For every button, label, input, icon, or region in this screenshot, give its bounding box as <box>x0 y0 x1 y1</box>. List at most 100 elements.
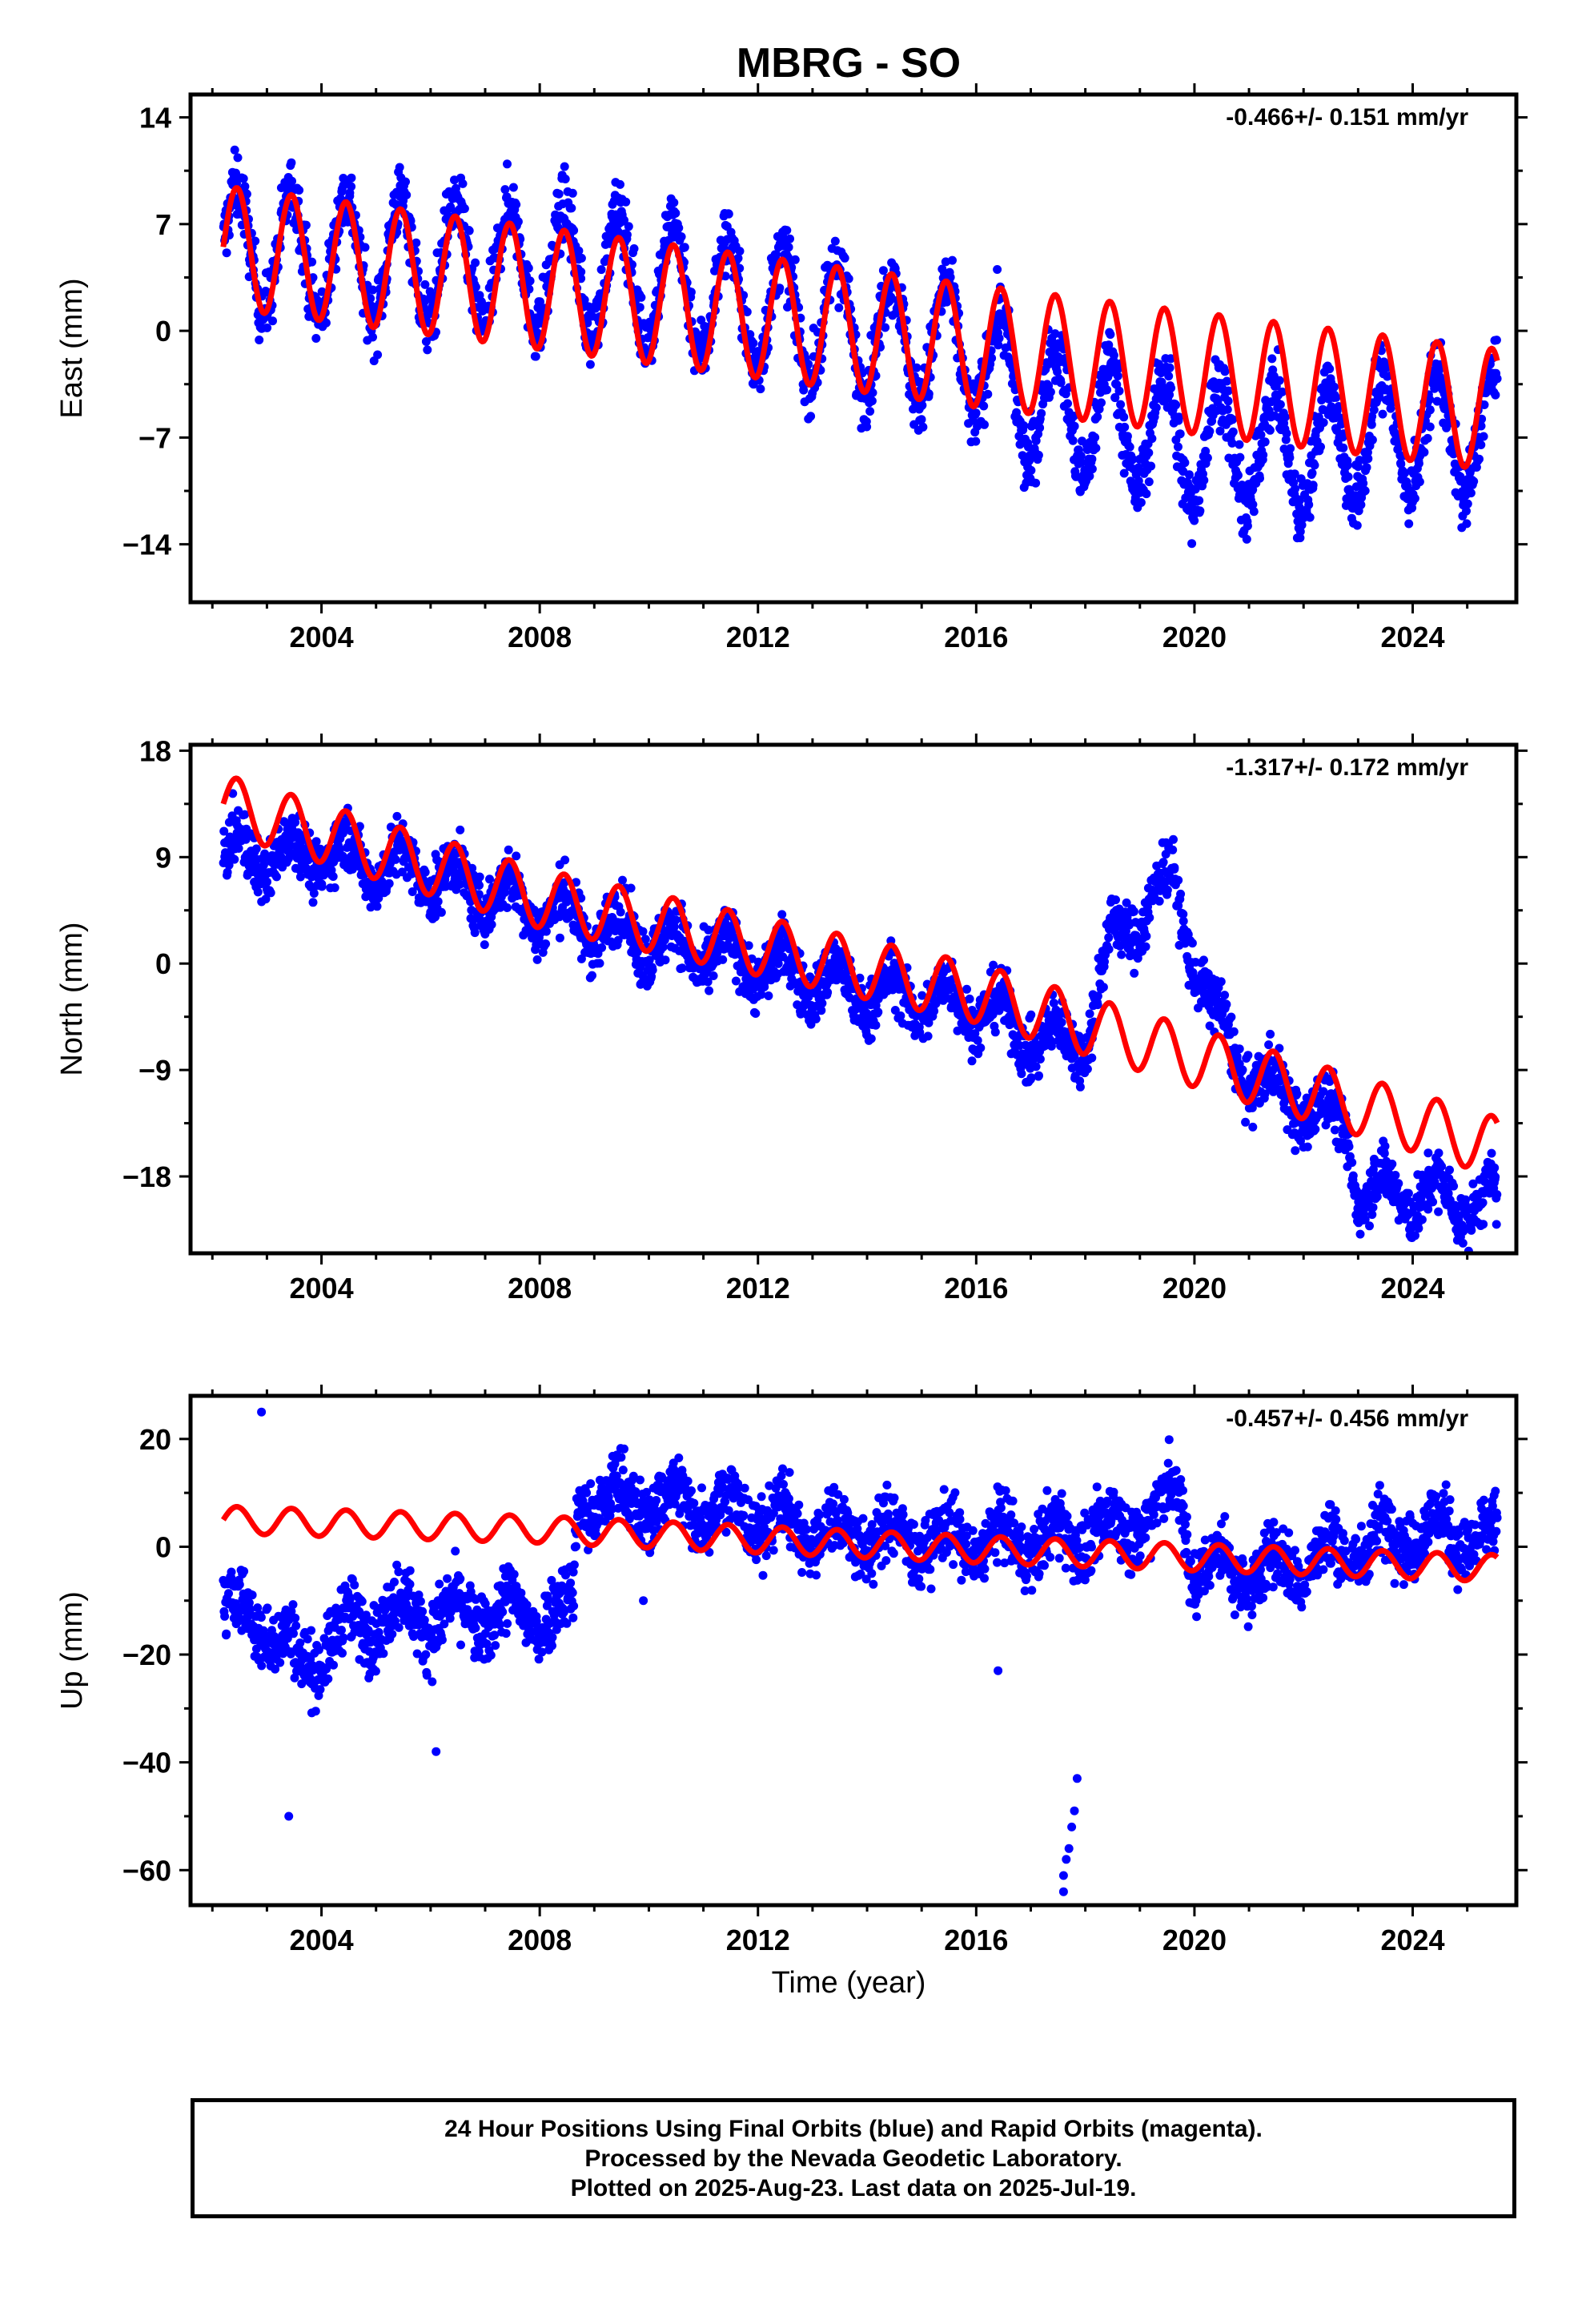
data-point <box>1339 443 1348 452</box>
data-point <box>862 422 872 432</box>
data-point <box>309 889 319 898</box>
y-tick-label: −7 <box>139 421 171 454</box>
data-point <box>782 226 792 235</box>
data-point <box>948 255 957 265</box>
data-point <box>1187 939 1197 948</box>
data-point <box>1400 468 1410 477</box>
data-point <box>1343 472 1353 481</box>
data-point <box>616 907 625 917</box>
data-point <box>1423 433 1432 443</box>
data-point <box>395 163 404 172</box>
data-point <box>330 883 339 892</box>
x-tick-label: 2020 <box>1162 621 1227 653</box>
data-point <box>1396 460 1406 468</box>
data-point <box>1241 1117 1251 1127</box>
data-point <box>1243 1051 1253 1060</box>
data-point <box>1144 448 1154 457</box>
data-point <box>1104 933 1114 943</box>
data-point <box>1087 454 1097 464</box>
data-point <box>1114 386 1124 396</box>
chart-title: MBRG - SO <box>737 40 961 86</box>
data-point <box>1190 516 1199 525</box>
data-point <box>1090 432 1100 442</box>
data-point <box>1142 931 1151 941</box>
data-point <box>1476 440 1486 449</box>
data-point <box>1147 434 1157 444</box>
data-point <box>799 385 809 395</box>
data-point <box>704 925 713 935</box>
data-point <box>1220 367 1230 376</box>
data-point <box>560 175 570 183</box>
data-point <box>1136 498 1146 507</box>
data-point <box>431 912 440 922</box>
data-point <box>976 1043 986 1052</box>
data-point <box>1264 1040 1274 1050</box>
data-point <box>1304 500 1314 509</box>
data-point <box>1170 862 1179 872</box>
data-point <box>1330 1125 1339 1135</box>
data-point <box>1100 957 1109 967</box>
data-point <box>1205 1021 1215 1031</box>
data-point <box>1414 459 1423 468</box>
data-point <box>1291 1146 1300 1156</box>
data-point <box>1120 422 1130 432</box>
data-point <box>1165 390 1174 400</box>
velocity-rate-label: -0.466+/- 0.151 mm/yr <box>1226 104 1468 131</box>
data-point <box>1119 468 1129 478</box>
data-point <box>253 887 263 897</box>
data-point <box>464 226 474 235</box>
data-point <box>576 267 586 276</box>
data-point <box>923 1031 933 1041</box>
data-point <box>1248 1122 1258 1132</box>
data-point <box>830 236 840 246</box>
data-point <box>1035 423 1045 432</box>
data-point <box>1216 977 1226 987</box>
data-point <box>912 363 921 372</box>
data-point <box>1021 1040 1030 1050</box>
data-point <box>528 933 537 943</box>
data-point <box>392 811 402 821</box>
data-point <box>1076 451 1086 460</box>
data-point <box>1367 420 1376 429</box>
data-point <box>1110 392 1120 402</box>
data-point <box>1109 351 1118 360</box>
data-point <box>1480 400 1489 409</box>
data-point <box>917 991 927 1000</box>
data-point <box>1201 446 1211 456</box>
data-point <box>624 222 633 231</box>
data-point <box>941 257 950 267</box>
data-point <box>1151 403 1161 412</box>
data-point <box>1260 1089 1270 1099</box>
data-point <box>475 881 484 890</box>
data-point <box>223 867 232 877</box>
data-point <box>596 265 606 275</box>
data-point <box>705 986 714 995</box>
data-point <box>234 843 243 853</box>
data-point <box>347 173 356 183</box>
data-point <box>671 915 681 925</box>
data-point <box>790 255 800 264</box>
data-point <box>1166 384 1176 392</box>
data-point <box>661 955 670 965</box>
data-point <box>224 860 234 870</box>
data-point <box>458 179 468 188</box>
data-point <box>1492 374 1502 384</box>
data-point <box>1195 496 1204 505</box>
data-point <box>987 353 997 363</box>
data-point <box>775 283 785 293</box>
data-point <box>1249 507 1259 517</box>
data-point <box>287 176 296 186</box>
data-point <box>1203 453 1212 463</box>
data-point <box>1174 875 1183 885</box>
data-point <box>1223 386 1233 396</box>
data-point <box>1142 489 1151 499</box>
data-point <box>1158 858 1168 867</box>
data-point <box>896 1011 905 1020</box>
data-point <box>980 420 989 429</box>
data-point <box>532 955 542 964</box>
data-point <box>1178 916 1188 926</box>
data-point <box>1119 412 1129 422</box>
data-point <box>576 253 586 263</box>
data-point <box>1285 453 1295 462</box>
data-point <box>1154 896 1164 906</box>
